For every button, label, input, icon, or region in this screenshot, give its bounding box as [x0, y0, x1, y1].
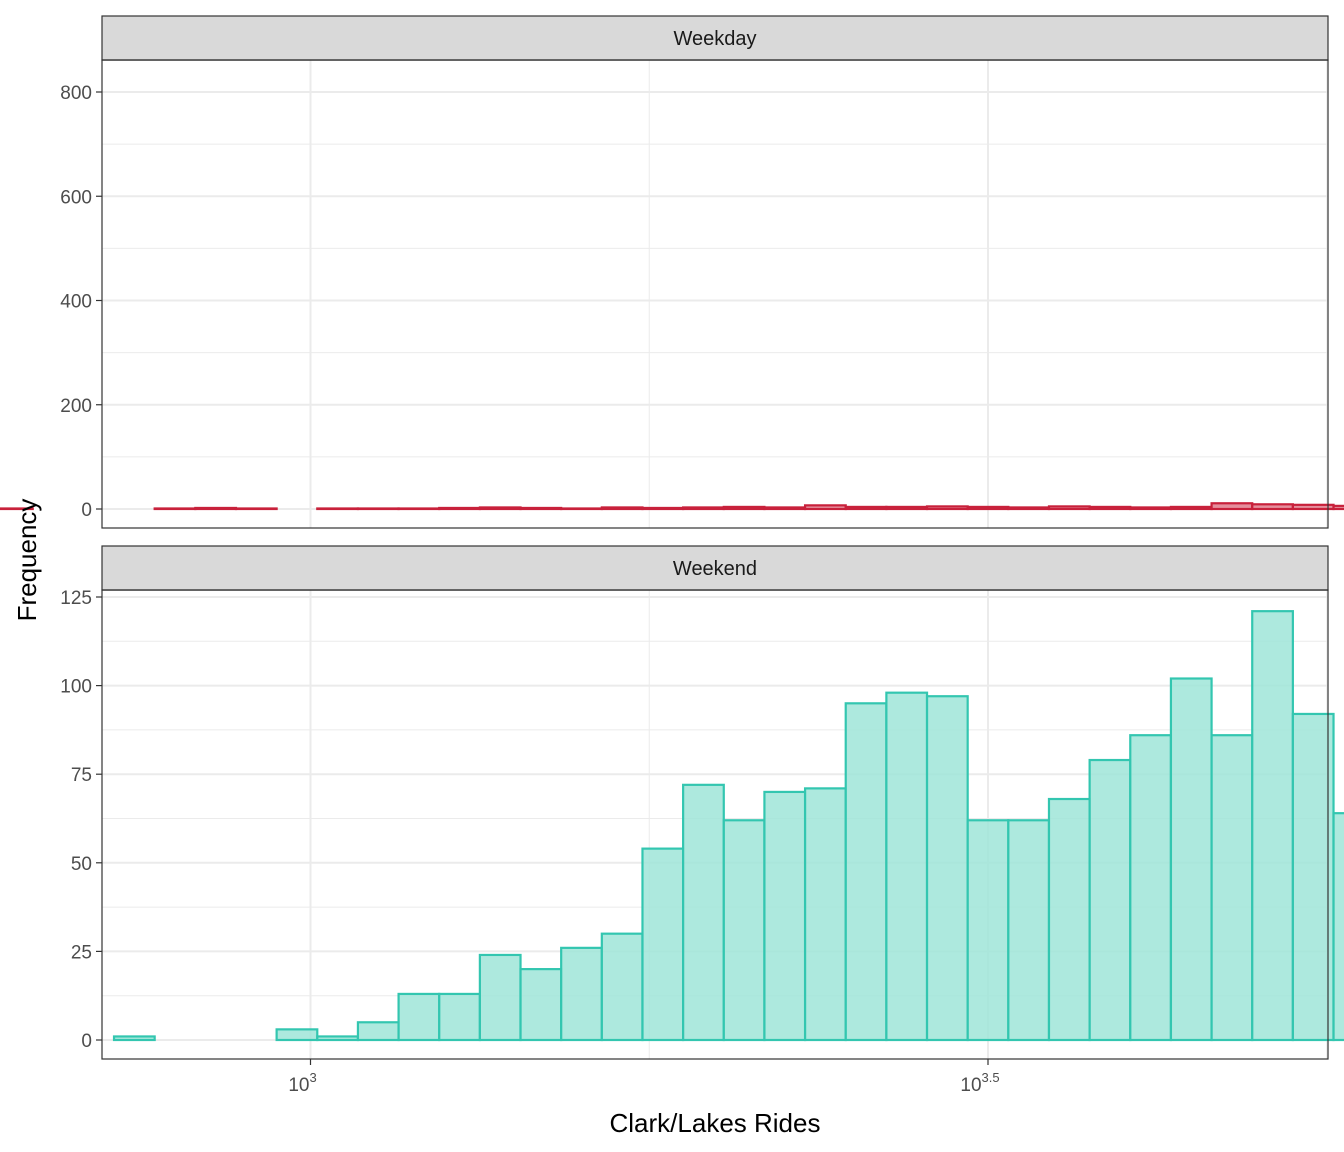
y-tick-label: 400	[60, 292, 92, 313]
histogram-bar	[600, 932, 644, 1042]
histogram-bar	[397, 992, 441, 1042]
histogram-bar	[560, 507, 603, 511]
histogram-bar	[966, 505, 1010, 511]
histogram-bar	[438, 992, 481, 1042]
y-tick-label: 800	[60, 83, 92, 104]
histogram-bar	[1332, 812, 1344, 1042]
histogram-bar	[600, 506, 644, 511]
histogram-bar	[1210, 502, 1254, 511]
histogram-bar	[1129, 734, 1173, 1042]
histogram-bar	[722, 819, 766, 1042]
histogram-bar	[560, 946, 603, 1042]
facet-strip-label: Weekend	[673, 558, 757, 580]
histogram-bar	[1251, 503, 1294, 511]
histogram-bar	[1251, 610, 1294, 1042]
facet-weekend: 0 25 50 75 100 125 Weekend	[60, 545, 1344, 1060]
histogram-bar	[1169, 505, 1213, 511]
y-tick-label: 100	[60, 677, 92, 698]
histogram-bar	[1088, 758, 1132, 1042]
histogram-bar	[1007, 506, 1051, 511]
histogram-bar	[682, 506, 725, 511]
histogram-bar	[763, 790, 807, 1042]
histogram-bar	[356, 1021, 400, 1042]
histogram-bar	[844, 702, 888, 1042]
histogram-bar	[0, 507, 34, 511]
histogram-bar	[1047, 797, 1091, 1042]
histogram-bar	[641, 506, 685, 511]
histogram-bar	[1210, 734, 1254, 1042]
histogram-bar	[275, 1028, 319, 1042]
histogram-bar	[519, 506, 563, 511]
histogram-bar	[1291, 712, 1335, 1042]
facet-strip-label: Weekday	[673, 28, 756, 50]
histogram-bar	[1332, 504, 1344, 511]
histogram-bar	[844, 505, 888, 511]
histogram-bar	[966, 819, 1010, 1042]
y-tick-label: 125	[60, 588, 92, 609]
y-tick-label: 50	[71, 854, 92, 875]
y-tick-label: 200	[60, 396, 92, 417]
histogram-bar	[763, 506, 807, 511]
histogram-bar	[1129, 506, 1173, 511]
histogram-bar	[925, 505, 969, 511]
x-tick-label: 103.5	[960, 1070, 999, 1096]
facet-strip	[101, 15, 1329, 61]
y-axis-title: Frequency	[12, 499, 42, 622]
histogram-bar	[803, 504, 847, 511]
x-axis-title: Clark/Lakes Rides	[610, 1108, 821, 1138]
panel-background	[102, 60, 1328, 528]
histogram-bar	[112, 1035, 156, 1042]
histogram-bar	[478, 506, 522, 511]
facet-weekday: 0 200 400 600 800 Weekday	[0, 15, 1344, 529]
histogram-bar	[641, 847, 685, 1042]
y-tick-label: 75	[71, 765, 92, 786]
histogram-bar	[234, 507, 278, 511]
histogram-bar	[925, 695, 969, 1042]
histogram-bar	[356, 507, 400, 511]
y-tick-label: 600	[60, 187, 92, 208]
x-tick-label: 103	[288, 1070, 316, 1096]
histogram-bar	[519, 968, 563, 1042]
y-tick-label: 25	[71, 942, 92, 963]
histogram-bar	[682, 783, 725, 1042]
histogram-bar	[722, 505, 766, 511]
histogram-bar	[1047, 505, 1091, 511]
histogram-bar	[194, 506, 238, 511]
histogram-bar	[397, 507, 441, 511]
y-tick-label: 0	[81, 500, 92, 521]
histogram-bar	[478, 953, 522, 1042]
histogram-bar	[153, 507, 197, 511]
histogram-bar	[803, 787, 847, 1042]
y-tick-label: 0	[81, 1031, 92, 1052]
histogram-bar	[1088, 505, 1132, 511]
histogram-bar	[316, 1035, 360, 1042]
histogram-bar	[885, 505, 929, 511]
facet-strip	[101, 545, 1329, 591]
histogram-bar	[1007, 819, 1051, 1042]
histogram-bar	[1169, 677, 1213, 1042]
histogram-bar	[316, 507, 360, 511]
histogram-bar	[438, 506, 481, 511]
histogram-bar	[885, 691, 929, 1042]
